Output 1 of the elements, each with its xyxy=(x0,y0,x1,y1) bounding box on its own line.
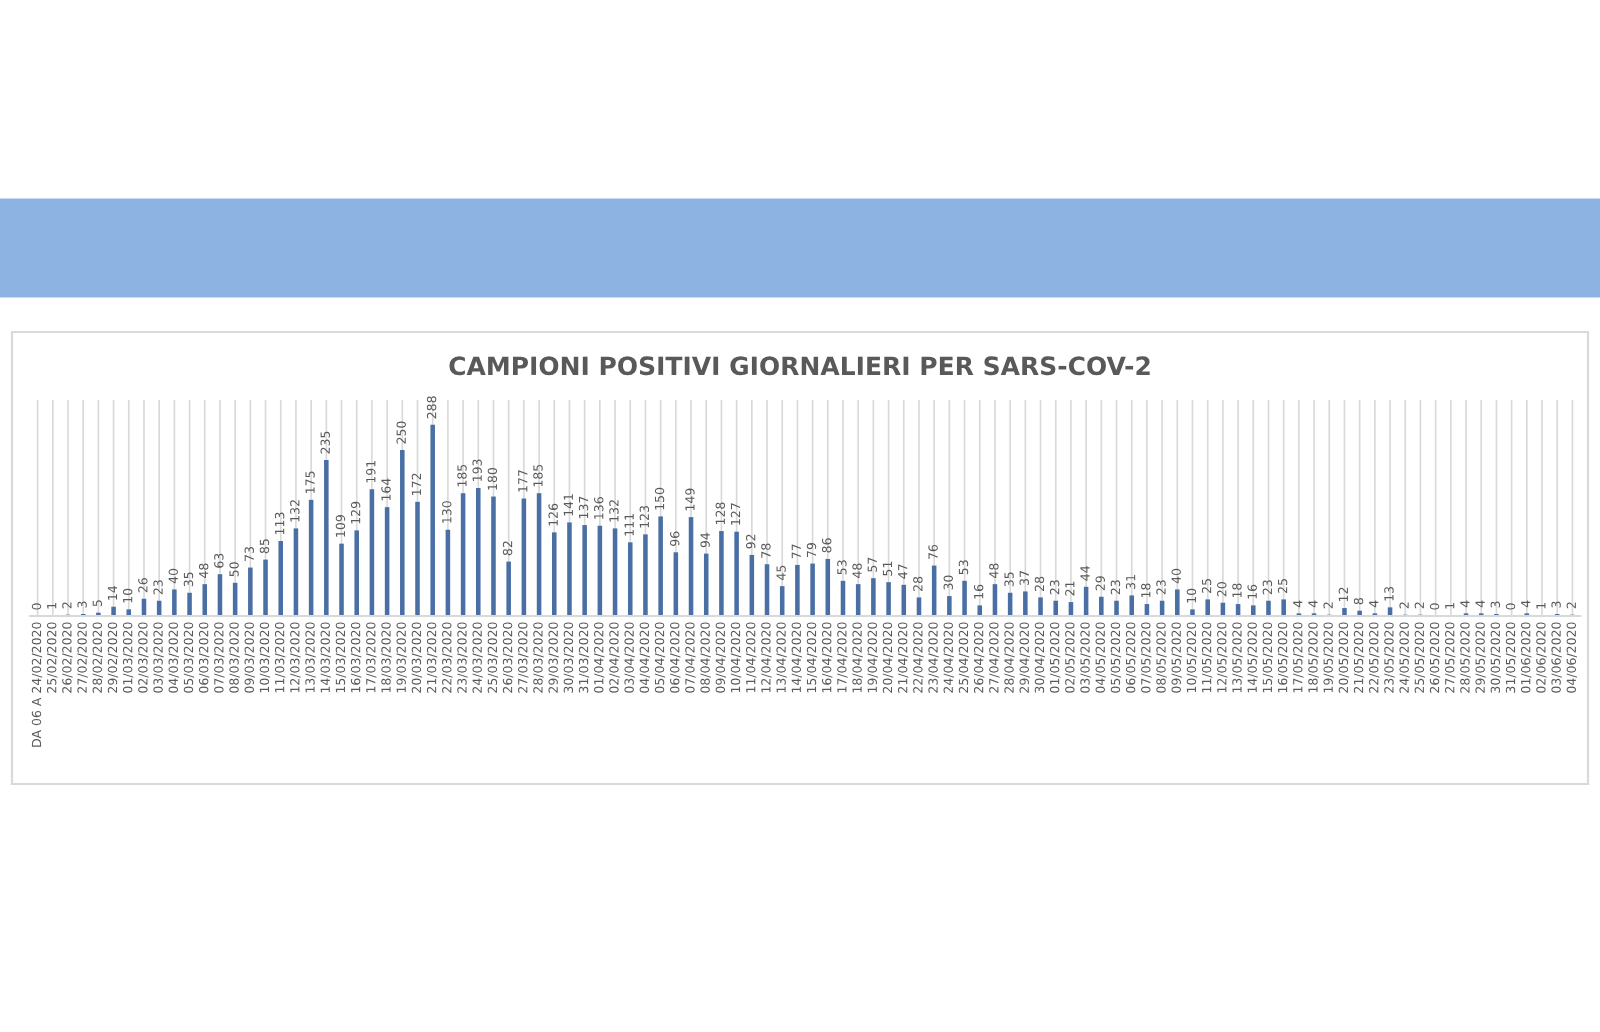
chart-title: CAMPIONI POSITIVI GIORNALIERI PER SARS-COV-2 xyxy=(449,356,1150,376)
